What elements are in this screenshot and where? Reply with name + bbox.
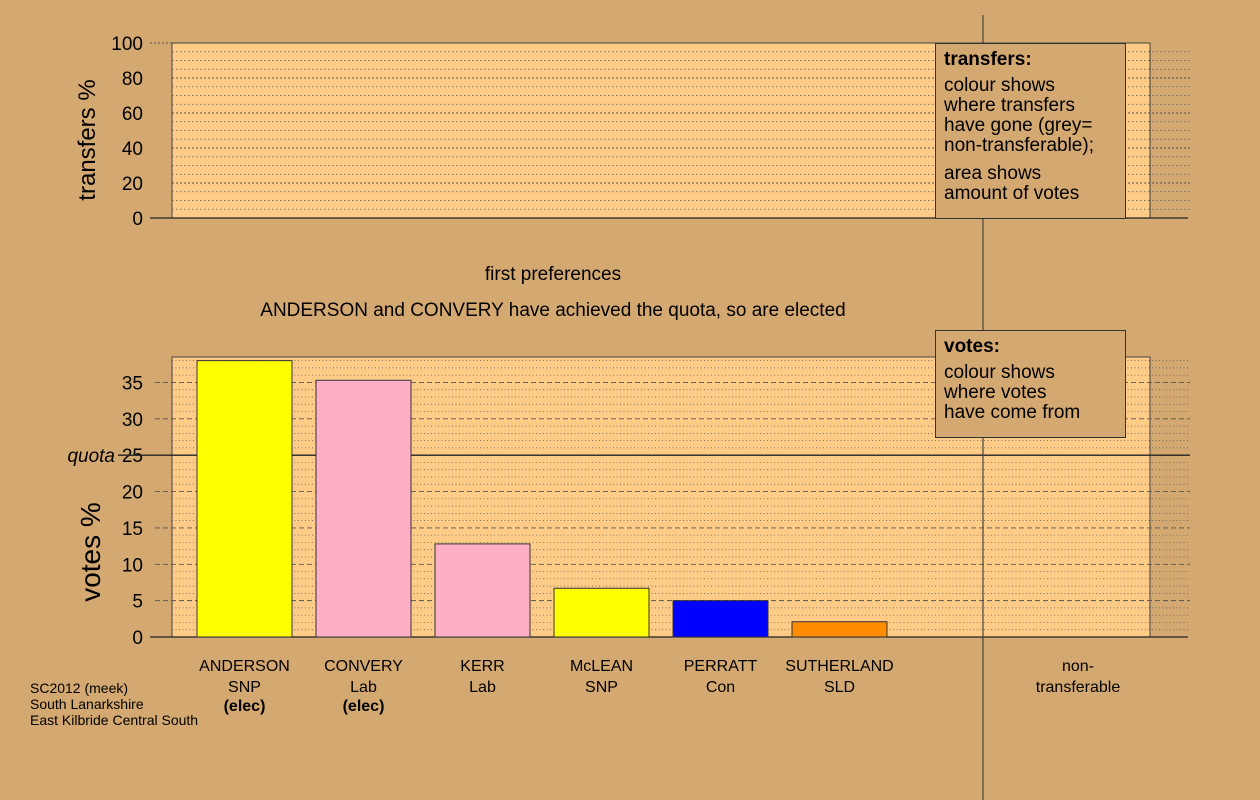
votes-y-tick-label: 15 [122, 519, 143, 540]
votes-y-tick-label: 35 [122, 373, 143, 394]
candidate-name-label: McLEAN [570, 658, 633, 675]
votes-legend-line: where votes [944, 382, 1047, 403]
transfers-y-tick-label: 100 [111, 34, 143, 55]
votes-y-tick-label: 5 [132, 592, 143, 613]
vote-bar [553, 587, 650, 638]
candidate-labels: ANDERSON SNP (elec) CONVERY Lab (elec) KERR Lab… [199, 658, 1120, 715]
votes-legend-line: have come from [944, 402, 1081, 423]
transfers-y-axis-label: transfers % [74, 79, 101, 200]
nontransferable-label: transferable [1036, 679, 1121, 696]
candidate-party-label: Con [706, 679, 735, 696]
transfers-legend-line: area shows [944, 163, 1042, 184]
votes-y-tick-label: 25 [122, 446, 143, 467]
vote-bar [672, 600, 769, 638]
transfers-y-tick-label: 20 [122, 174, 143, 195]
footer-line: SC2012 (meek) [30, 680, 129, 696]
candidate-party-label: Lab [350, 679, 377, 696]
transfers-legend-line: have gone (grey= [944, 115, 1093, 136]
transfers-legend: transfers: colour shows where transfers … [935, 43, 1126, 219]
candidate-party-label: SLD [824, 679, 855, 696]
footer-caption: SC2012 (meek) South Lanarkshire East Kil… [30, 680, 198, 728]
transfers-legend-line: non-transferable); [944, 135, 1094, 156]
candidate-name-label: KERR [460, 658, 504, 675]
candidate-elected-label: (elec) [224, 698, 266, 715]
transfers-y-tick-label: 80 [122, 69, 143, 90]
quota-label: quota [67, 446, 115, 467]
votes-y-tick-label: 30 [122, 410, 143, 431]
transfers-y-tick-label: 0 [132, 209, 143, 230]
transfers-y-tick-label: 40 [122, 139, 143, 160]
candidate-name-label: PERRATT [684, 658, 758, 675]
nontransferable-label: non- [1062, 658, 1094, 675]
vote-bar [196, 360, 293, 638]
votes-legend-title: votes: [944, 336, 1000, 357]
candidate-name-label: CONVERY [324, 658, 403, 675]
candidate-party-label: SNP [228, 679, 261, 696]
footer-line: East Kilbride Central South [30, 712, 199, 728]
votes-legend-line: colour shows [944, 362, 1055, 383]
candidate-party-label: Lab [469, 679, 496, 696]
candidate-party-label: SNP [585, 679, 618, 696]
votes-legend: votes: colour shows where votes have com… [935, 330, 1126, 438]
footer-line: South Lanarkshire [30, 696, 144, 712]
votes-y-axis-label: votes % [75, 502, 106, 602]
vote-bar [434, 543, 531, 638]
stage-title: first preferences [485, 264, 621, 285]
transfers-legend-line: where transfers [944, 95, 1075, 116]
vote-bar [315, 379, 412, 638]
transfers-legend-line: amount of votes [944, 183, 1080, 204]
votes-y-tick-label: 10 [122, 555, 143, 576]
stage-message: ANDERSON and CONVERY have achieved the q… [260, 300, 845, 321]
votes-y-tick-label: 0 [132, 628, 143, 649]
transfers-y-tick-label: 60 [122, 104, 143, 125]
candidate-name-label: SUTHERLAND [785, 658, 893, 675]
vote-bar [791, 621, 888, 638]
votes-y-tick-label: 20 [122, 483, 143, 504]
candidate-name-label: ANDERSON [199, 658, 290, 675]
transfers-legend-title: transfers: [944, 49, 1032, 70]
transfers-legend-line: colour shows [944, 75, 1055, 96]
candidate-elected-label: (elec) [343, 698, 385, 715]
